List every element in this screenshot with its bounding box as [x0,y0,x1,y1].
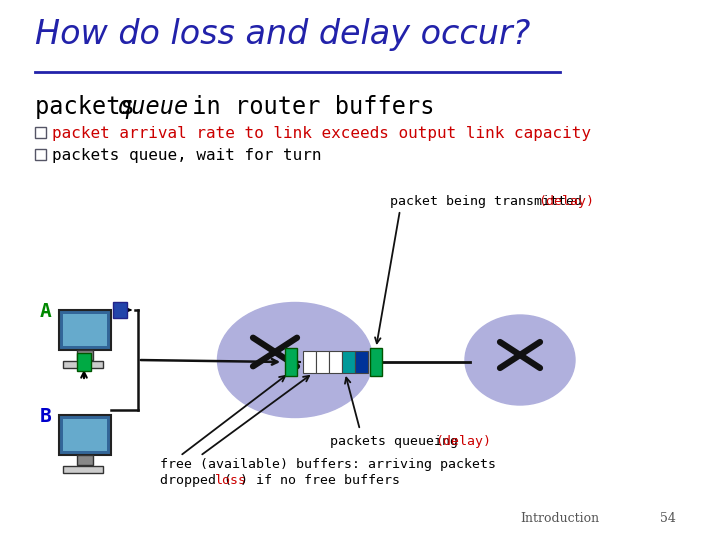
Text: B: B [40,407,52,426]
Bar [59,310,111,350]
Bar [285,348,297,376]
Text: dropped (: dropped ( [160,474,232,487]
Bar [35,127,46,138]
Bar [329,351,342,373]
Bar [316,351,329,373]
Text: packets queue, wait for turn: packets queue, wait for turn [52,148,322,163]
Bar [63,419,107,451]
Bar [63,361,103,368]
Text: Introduction: Introduction [520,512,599,525]
Bar [342,351,355,373]
Bar [303,351,316,373]
Bar [370,348,382,376]
Text: packets: packets [35,95,149,119]
Text: (delay): (delay) [435,435,491,448]
Text: packet arrival rate to link exceeds output link capacity: packet arrival rate to link exceeds outp… [52,126,591,141]
Text: free (available) buffers: arriving packets: free (available) buffers: arriving packe… [160,458,496,471]
Text: 54: 54 [660,512,676,525]
Bar [77,350,93,360]
Text: packets queueing: packets queueing [330,435,466,448]
Text: ) if no free buffers: ) if no free buffers [240,474,400,487]
Bar [77,353,91,371]
Bar [113,302,127,318]
Ellipse shape [465,315,575,405]
Bar [59,415,111,455]
Text: (delay): (delay) [538,195,594,208]
Text: A: A [40,302,52,321]
Bar [63,314,107,346]
Ellipse shape [217,302,372,417]
Bar [355,351,368,373]
Text: packet being transmitted: packet being transmitted [390,195,590,208]
Bar [35,149,46,160]
Text: How do loss and delay occur?: How do loss and delay occur? [35,18,531,51]
Text: queue: queue [118,95,189,119]
Bar [77,455,93,465]
Text: in router buffers: in router buffers [178,95,434,119]
Text: loss: loss [215,474,247,487]
Bar [63,466,103,473]
